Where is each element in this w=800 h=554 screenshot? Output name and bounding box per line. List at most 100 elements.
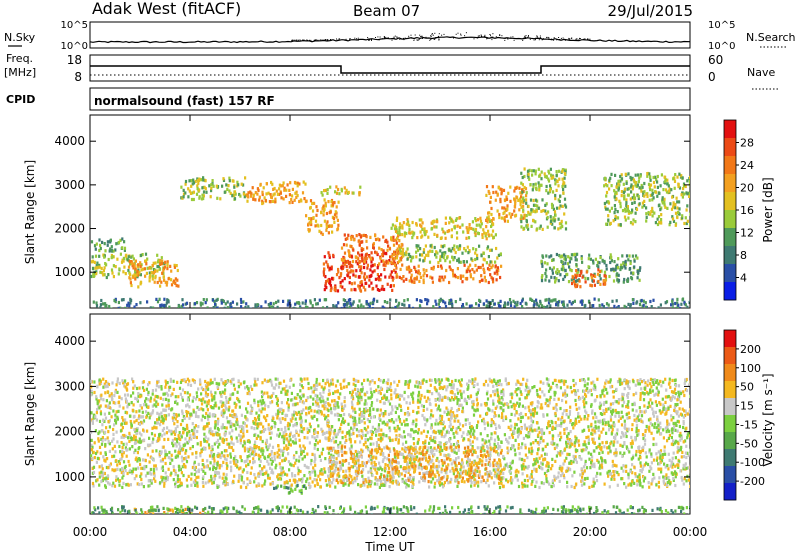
velocity-cell bbox=[229, 393, 232, 397]
power-cell bbox=[638, 202, 641, 206]
power-cell bbox=[689, 212, 690, 216]
power-cell bbox=[466, 276, 469, 281]
velocity-cell bbox=[307, 386, 310, 391]
power-cell bbox=[641, 185, 644, 189]
power-cell bbox=[390, 254, 393, 258]
velocity-cell bbox=[129, 394, 133, 398]
velocity-cell bbox=[277, 434, 281, 438]
velocity-cell bbox=[220, 404, 223, 408]
velocity-cell bbox=[382, 432, 385, 436]
velocity-cell bbox=[230, 422, 233, 426]
power-cell bbox=[549, 188, 552, 192]
velocity-cell bbox=[656, 379, 659, 383]
power-cell bbox=[664, 205, 667, 209]
power-cell bbox=[93, 244, 97, 248]
velocity-cell bbox=[490, 432, 493, 436]
power-cell bbox=[257, 188, 260, 192]
velocity-cell bbox=[202, 387, 205, 392]
power-cell bbox=[617, 266, 620, 270]
power-cell bbox=[268, 200, 271, 204]
power-cell bbox=[448, 280, 451, 285]
power-cell bbox=[564, 261, 567, 265]
noise-search-dot bbox=[321, 39, 323, 41]
power-cell bbox=[523, 307, 526, 308]
velocity-cell bbox=[313, 446, 316, 450]
velocity-cell bbox=[601, 450, 604, 454]
velocity-cell bbox=[398, 403, 401, 407]
power-cell bbox=[630, 190, 633, 194]
power-cell bbox=[244, 305, 247, 308]
velocity-cell bbox=[612, 475, 616, 479]
power-cell bbox=[325, 228, 328, 232]
velocity-cell bbox=[673, 396, 676, 400]
power-cell bbox=[499, 299, 502, 303]
power-cell bbox=[678, 172, 681, 176]
power-cell bbox=[444, 236, 447, 240]
power-cell bbox=[146, 300, 149, 304]
power-cell bbox=[415, 298, 418, 302]
power-cell bbox=[542, 209, 545, 213]
power-cell bbox=[270, 195, 273, 199]
power-cell bbox=[396, 249, 400, 253]
power-cell bbox=[438, 275, 441, 279]
power-cell bbox=[665, 188, 668, 192]
power-cell bbox=[97, 307, 100, 308]
velocity-cell bbox=[585, 401, 588, 405]
power-cell bbox=[604, 176, 607, 180]
velocity-cell bbox=[136, 482, 139, 486]
power-cell bbox=[534, 169, 537, 173]
velocity-cell bbox=[303, 474, 306, 478]
power-cell bbox=[185, 301, 189, 305]
power-cell bbox=[341, 266, 344, 270]
power-cell bbox=[328, 281, 331, 285]
velocity-cell bbox=[594, 420, 597, 424]
velocity-cell bbox=[685, 444, 688, 448]
power-cell bbox=[514, 186, 517, 190]
velocity-cell bbox=[217, 452, 220, 456]
velocity-cell bbox=[613, 473, 616, 477]
velocity-cell bbox=[477, 484, 480, 488]
power-cell bbox=[483, 275, 486, 279]
noise-search-dot bbox=[553, 37, 555, 39]
power-cell bbox=[375, 251, 378, 255]
velocity-cell bbox=[587, 377, 590, 381]
power-cell bbox=[570, 302, 573, 306]
power-cell bbox=[169, 264, 172, 268]
power-cell bbox=[648, 198, 651, 202]
power-cell bbox=[348, 261, 351, 266]
velocity-cell bbox=[334, 402, 337, 406]
power-cell bbox=[128, 304, 131, 308]
power-cell bbox=[106, 240, 109, 244]
velocity-cell bbox=[500, 468, 503, 472]
velocity-cell bbox=[674, 409, 677, 413]
velocity-cell bbox=[373, 460, 376, 464]
velocity-cell bbox=[294, 441, 297, 445]
power-cell bbox=[622, 182, 625, 186]
velocity-cell bbox=[374, 427, 377, 431]
velocity-cell bbox=[438, 449, 441, 454]
power-cell bbox=[402, 221, 405, 225]
velocity-cell bbox=[220, 413, 223, 417]
power-cell bbox=[192, 190, 195, 194]
power-cell bbox=[499, 252, 502, 256]
power-cell bbox=[448, 260, 452, 264]
power-cell bbox=[451, 255, 454, 259]
power-cell bbox=[323, 219, 326, 223]
velocity-cell bbox=[271, 418, 274, 422]
power-cell bbox=[346, 268, 349, 273]
power-cell bbox=[656, 222, 660, 227]
power-cell bbox=[144, 259, 147, 263]
power-cell bbox=[642, 303, 645, 307]
velocity-cell bbox=[269, 436, 272, 440]
power-cell bbox=[407, 220, 410, 224]
power-cell bbox=[236, 180, 239, 184]
power-cell bbox=[547, 179, 551, 183]
power-cell bbox=[287, 299, 290, 303]
power-cell bbox=[538, 185, 541, 189]
power-cell bbox=[547, 301, 551, 305]
velocity-cell bbox=[618, 414, 621, 418]
power-cell bbox=[636, 300, 639, 304]
power-cell bbox=[121, 246, 124, 250]
power-cell bbox=[630, 271, 633, 275]
velocity-cell bbox=[238, 400, 241, 404]
